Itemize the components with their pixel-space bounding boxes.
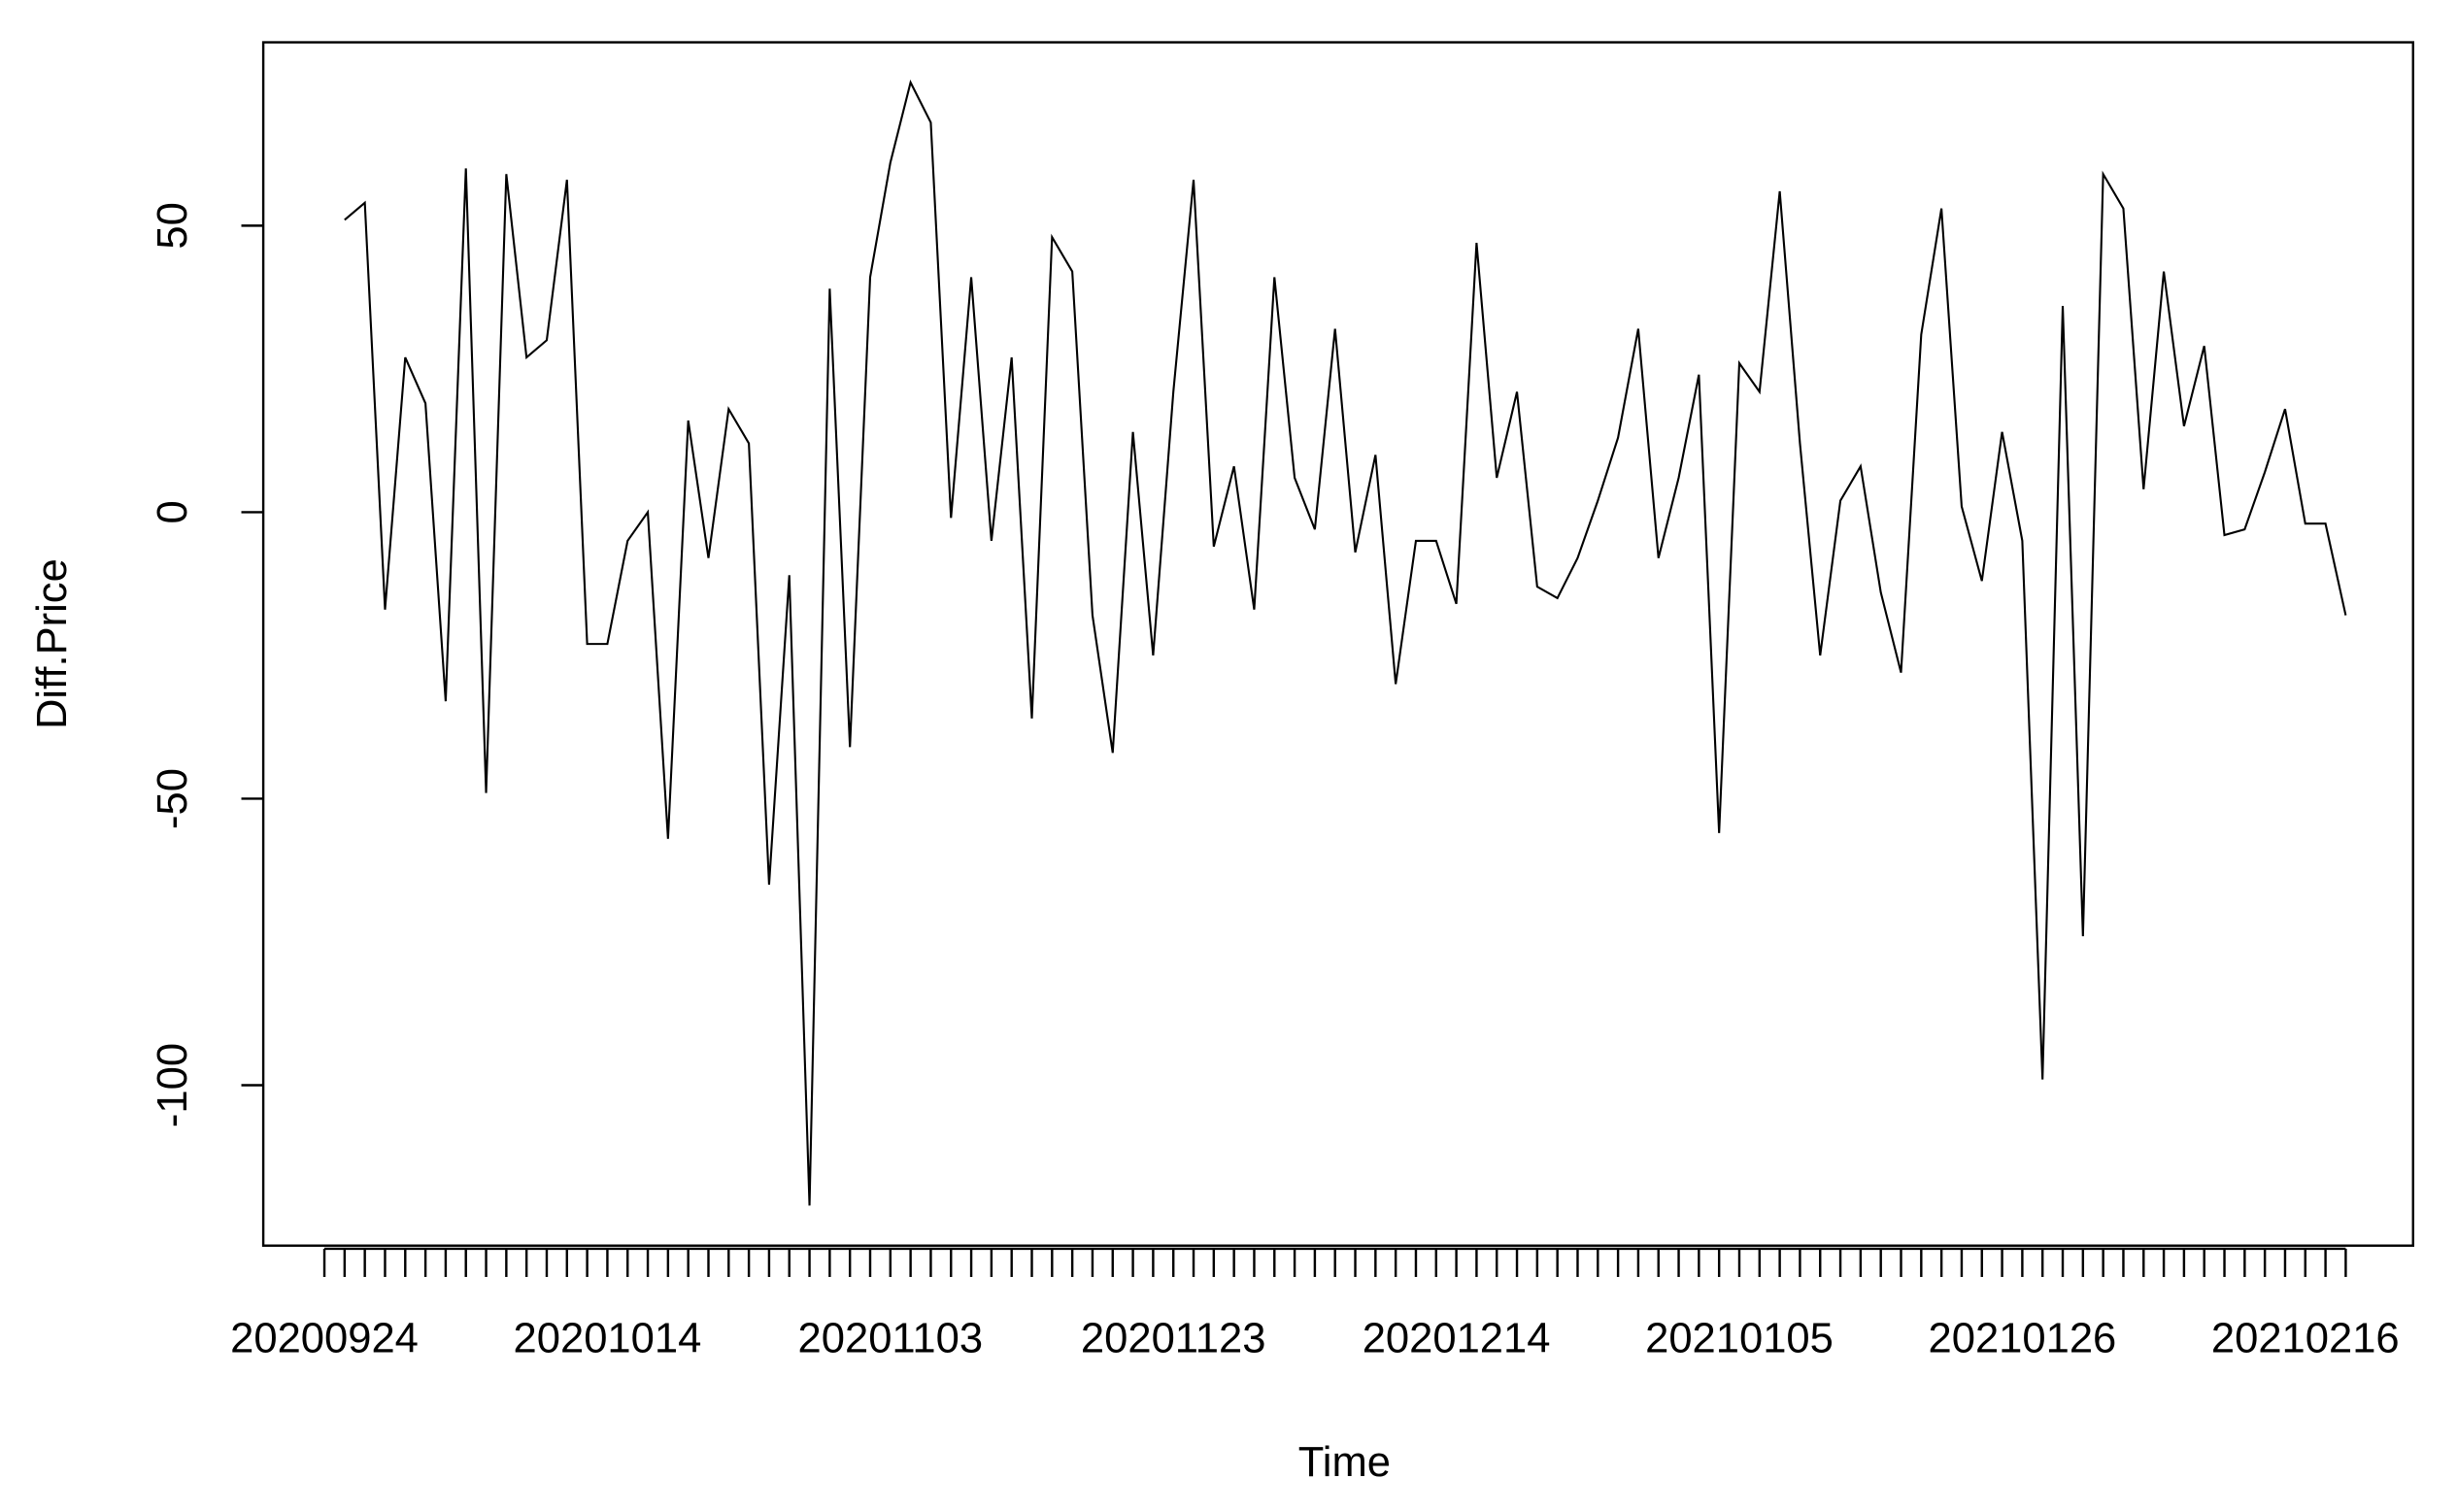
y-tick-label: -100 xyxy=(150,1043,196,1127)
x-tick-label: 20200924 xyxy=(230,1316,419,1362)
x-tick-label: 20210105 xyxy=(1645,1316,1834,1362)
x-tick-label: 20201014 xyxy=(514,1316,702,1362)
x-tick-label: 20201103 xyxy=(798,1316,984,1362)
x-tick-label: 20201214 xyxy=(1363,1316,1551,1362)
y-tick-label: -50 xyxy=(150,768,196,829)
plot-box xyxy=(261,41,2414,1247)
y-axis-label: Diff.Price xyxy=(29,558,76,729)
y-tick-label: 0 xyxy=(150,500,196,523)
y-tick-label: 50 xyxy=(150,202,196,249)
x-axis-label: Time xyxy=(1298,1439,1391,1486)
x-tick-label: 20210126 xyxy=(1929,1316,2117,1362)
x-tick-label: 20201123 xyxy=(1081,1316,1266,1362)
data-line xyxy=(344,79,2347,1206)
x-tick-label: 20210216 xyxy=(2211,1316,2400,1362)
